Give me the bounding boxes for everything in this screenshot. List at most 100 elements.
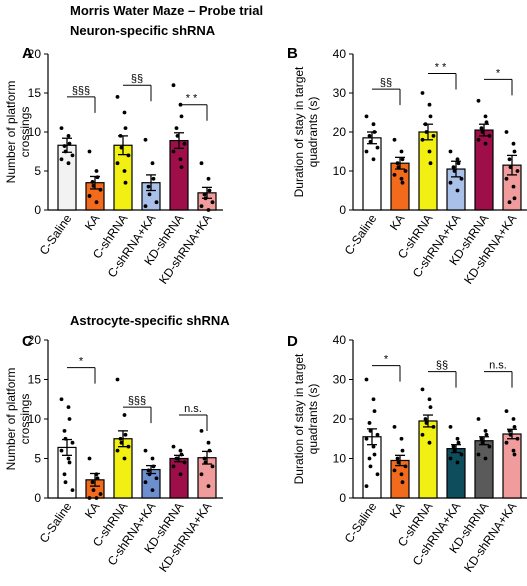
section-astro-title: Astrocyte-specific shRNA xyxy=(70,313,230,328)
data-point xyxy=(63,436,68,441)
data-point xyxy=(87,496,92,500)
data-point xyxy=(392,468,397,473)
y-axis-label-line: Duration of stay in target xyxy=(292,66,306,197)
x-tick-label: KA xyxy=(387,500,408,521)
data-point xyxy=(420,387,425,392)
data-point xyxy=(507,157,512,162)
data-point xyxy=(371,397,376,402)
data-point xyxy=(179,452,184,457)
data-point xyxy=(451,444,456,449)
data-point xyxy=(484,432,489,437)
data-point xyxy=(67,460,72,465)
data-point xyxy=(392,173,397,177)
significance-label: ** xyxy=(435,62,450,74)
data-point xyxy=(62,144,67,148)
data-point xyxy=(146,184,151,189)
panel-letter: A xyxy=(22,45,33,62)
data-point xyxy=(368,464,373,469)
y-tick-label: 10 xyxy=(28,412,42,426)
data-point xyxy=(508,165,513,170)
data-point xyxy=(59,157,64,162)
y-tick-label: 15 xyxy=(28,373,42,387)
data-point xyxy=(95,175,100,180)
panel-d: D 0 10 20 30 40 Duration of stay in targetquad… xyxy=(287,333,527,575)
data-point xyxy=(420,91,425,95)
data-point xyxy=(368,139,373,144)
y-tick-label: 5 xyxy=(34,452,41,466)
x-tick-label: C-Saline xyxy=(342,499,380,545)
data-point xyxy=(199,472,204,477)
data-point xyxy=(199,204,204,209)
y-tick-label: 0 xyxy=(339,203,346,217)
data-point xyxy=(70,488,75,492)
section-neuron-title: Neuron-specific shRNA xyxy=(70,23,216,38)
y-axis-label-line: Number of platform xyxy=(4,368,18,471)
data-point xyxy=(91,183,96,188)
data-point xyxy=(178,157,183,162)
data-point xyxy=(364,484,369,489)
data-point xyxy=(448,456,453,461)
data-point xyxy=(372,409,377,413)
panel-letter: B xyxy=(287,45,298,62)
data-point xyxy=(171,444,176,449)
data-point xyxy=(396,165,401,170)
significance-label: §§ xyxy=(436,360,448,372)
x-tick-label: C-Saline xyxy=(37,211,75,257)
data-point xyxy=(456,440,461,445)
data-point xyxy=(448,425,453,429)
data-point xyxy=(143,480,148,485)
data-point xyxy=(59,448,64,453)
data-point xyxy=(483,428,488,433)
y-axis-label-line: crossings xyxy=(18,394,32,445)
data-point xyxy=(87,194,92,198)
data-point xyxy=(424,130,429,134)
data-point xyxy=(171,149,176,154)
data-point xyxy=(515,436,520,441)
panel-b: B 0 10 20 30 40 Duration of stay in targetquad… xyxy=(287,45,527,287)
data-point xyxy=(364,377,369,382)
y-tick-label: 0 xyxy=(339,491,346,505)
y-tick-label: 20 xyxy=(28,47,42,61)
data-point xyxy=(63,149,68,154)
data-point xyxy=(123,126,128,130)
y-tick-label: 0 xyxy=(34,491,41,505)
data-point xyxy=(210,200,215,205)
data-point xyxy=(511,184,516,189)
data-point xyxy=(511,448,516,453)
data-point xyxy=(123,432,128,437)
data-point xyxy=(424,421,429,425)
data-point xyxy=(479,436,484,441)
panel-letter: C xyxy=(22,333,33,350)
data-point xyxy=(126,444,131,449)
data-point xyxy=(507,428,512,433)
data-point xyxy=(427,440,432,445)
data-point xyxy=(511,417,516,421)
data-point xyxy=(62,428,67,433)
y-axis-label-line: quadrants (s) xyxy=(306,384,320,455)
data-point xyxy=(90,480,95,485)
data-point xyxy=(206,484,211,489)
data-point xyxy=(476,452,481,457)
data-point xyxy=(448,180,453,185)
data-point xyxy=(67,417,72,421)
data-point xyxy=(94,496,99,500)
data-point xyxy=(175,456,180,461)
data-point xyxy=(207,448,212,453)
data-point xyxy=(202,192,207,197)
data-point xyxy=(59,397,64,402)
data-point xyxy=(95,476,100,481)
data-point xyxy=(400,157,405,162)
data-point xyxy=(364,149,369,154)
data-point xyxy=(67,141,72,146)
data-point xyxy=(94,169,99,173)
data-point xyxy=(150,488,155,492)
data-point xyxy=(476,98,481,103)
data-point xyxy=(122,169,127,173)
x-tick-label: KA xyxy=(82,212,103,233)
y-tick-label: 20 xyxy=(333,125,347,139)
y-tick-label: 5 xyxy=(34,164,41,178)
data-point xyxy=(174,126,179,130)
data-point xyxy=(175,134,180,138)
data-point xyxy=(182,460,187,465)
